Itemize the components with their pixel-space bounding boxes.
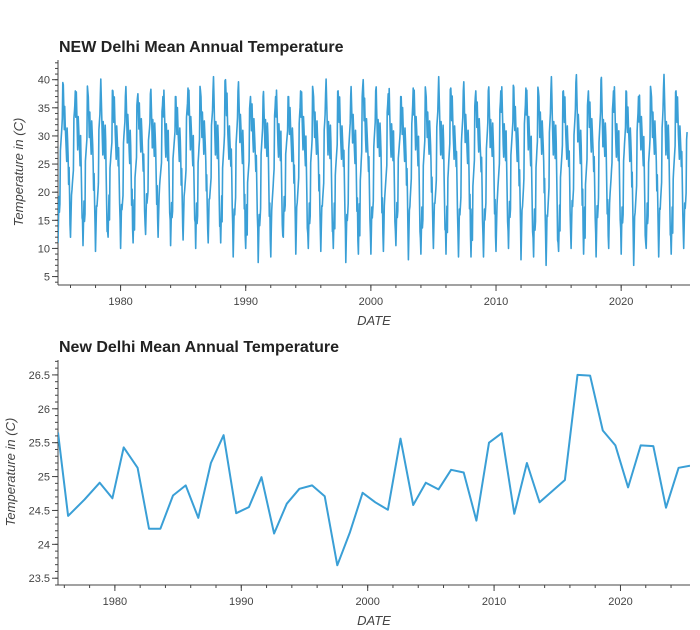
chart-bottom-y-ticks: 23.5 24 24.5 25 25.5 26 26.5 [29,360,58,586]
chart-top-series-line [58,73,688,267]
chart-top-x-tick-label: 1990 [233,296,257,308]
chart-top-x-tick-label: 2010 [484,296,508,308]
chart-bottom-y-tick-label: 24.5 [29,505,50,517]
chart-bottom-y-tick-label: 23.5 [29,573,50,585]
chart-top-x-tick-label: 2000 [359,296,383,308]
chart-top-title: NEW Delhi Mean Annual Temperature [59,39,344,56]
chart-bottom-y-tick-label: 26.5 [29,370,50,382]
chart-top-x-tick-label: 2020 [609,296,633,308]
chart-bottom-x-tick-label: 2010 [482,596,506,608]
chart-bottom-y-tick-label: 25.5 [29,438,50,450]
chart-top-y-tick-label: 5 [44,272,50,284]
chart-top: NEW Delhi Mean Annual Temperature DATE T… [11,39,690,328]
chart-top-y-tick-label: 40 [38,75,50,87]
chart-bottom-x-ticks: 1980 1990 2000 2010 2020 [63,585,672,608]
chart-bottom-x-tick-label: 2020 [608,596,632,608]
chart-top-y-tick-label: 35 [38,103,50,115]
chart-top-y-tick-label: 30 [38,131,50,143]
chart-bottom-y-axis-label: Temperature in (C) [3,418,18,527]
chart-bottom-x-tick-label: 2000 [355,596,379,608]
chart-top-y-axis-label: Temperature in (C) [11,118,26,227]
chart-bottom-y-tick-label: 26 [38,404,50,416]
chart-top-y-tick-label: 15 [38,215,50,227]
chart-bottom-x-tick-label: 1980 [103,596,127,608]
chart-bottom-y-tick-label: 25 [38,472,50,484]
chart-bottom-x-axis-label: DATE [357,613,391,628]
chart-bottom-x-tick-label: 1990 [229,596,253,608]
chart-top-y-tick-label: 20 [38,187,50,199]
chart-top-x-tick-label: 1980 [108,296,132,308]
chart-bottom-title: New Delhi Mean Annual Temperature [59,339,339,356]
chart-top-x-ticks: 1980 1990 2000 2010 2020 [70,285,672,308]
chart-bottom-y-tick-label: 24 [38,539,50,551]
chart-top-y-tick-label: 25 [38,159,50,171]
chart-bottom-series-line [58,373,690,567]
chart-bottom: New Delhi Mean Annual Temperature DATE T… [3,339,690,628]
chart-top-x-axis-label: DATE [357,313,391,328]
chart-top-y-ticks: 5 10 15 20 25 30 35 40 [38,62,58,284]
chart-top-y-tick-label: 10 [38,243,50,255]
